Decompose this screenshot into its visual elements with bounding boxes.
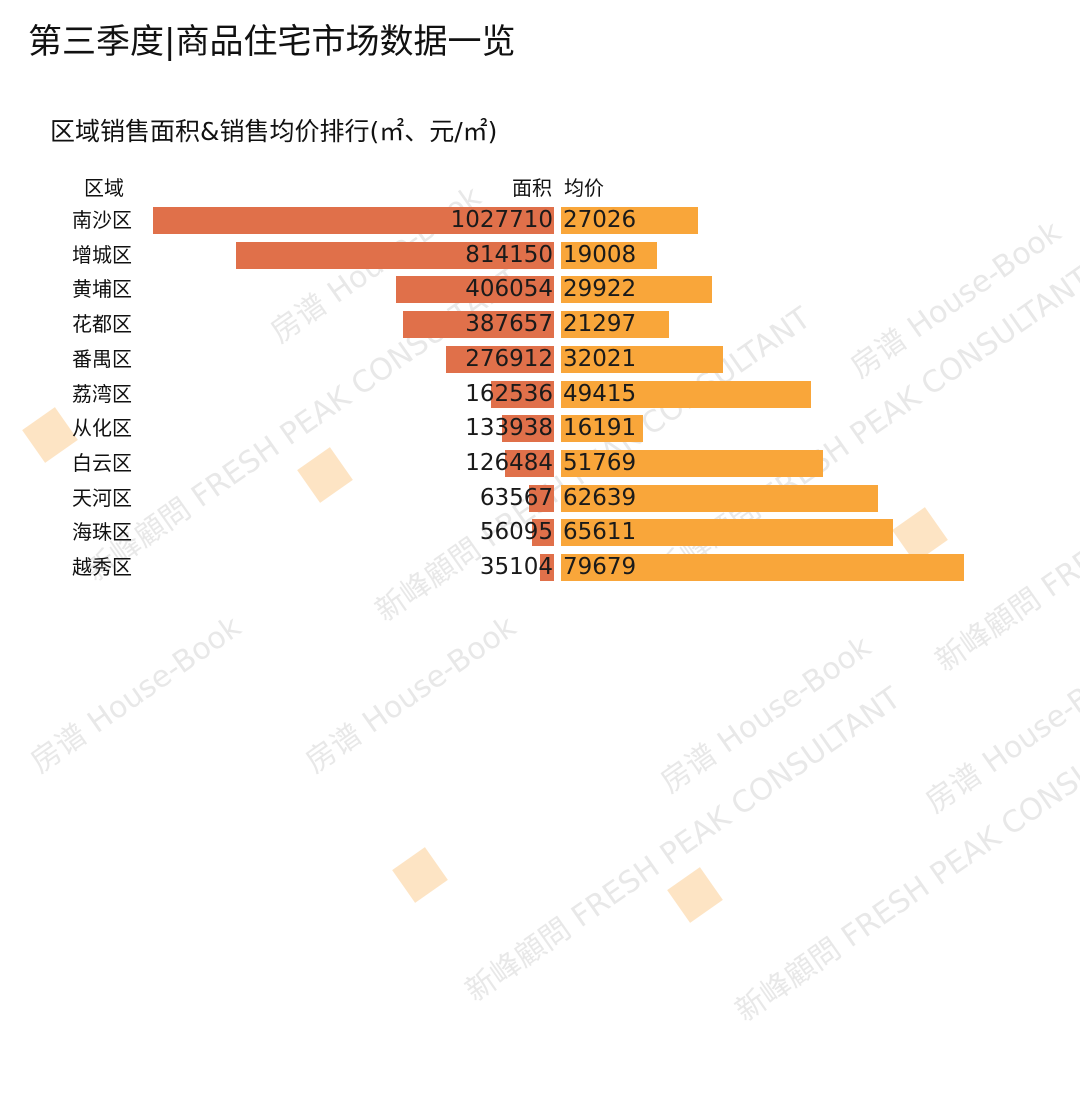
price-bar <box>561 345 723 373</box>
area-value: 63567 <box>479 484 553 511</box>
price-value: 51769 <box>563 449 637 476</box>
area-bar <box>490 380 554 408</box>
price-value: 21297 <box>563 311 637 338</box>
price-value: 27026 <box>563 207 637 233</box>
price-bar <box>561 519 893 547</box>
area-value: 406054 <box>465 276 553 303</box>
region-label: 花都区 <box>72 312 132 337</box>
area-value: 56095 <box>479 519 553 546</box>
price-value: 49415 <box>563 380 637 407</box>
column-header-price: 均价 <box>564 176 604 200</box>
page-title: 第三季度|商品住宅市场数据一览 <box>28 22 516 62</box>
butterfly-bar-chart: 区域 面积 均价 南沙区 1027710 27026 增城区 814150 19008 黄埔… <box>0 170 1080 590</box>
price-value: 29922 <box>563 276 637 303</box>
table-row: 荔湾区 162536 49415 <box>0 379 1080 409</box>
watermark-fresh-peak: 新峰顧問 FRESH PEAK CONSULTANT <box>729 700 1080 1030</box>
price-value: 62639 <box>563 484 637 511</box>
watermark-house-book: 房谱 House-Book <box>299 609 523 781</box>
table-row: 黄埔区 406054 29922 <box>0 274 1080 304</box>
price-bar <box>561 276 713 304</box>
area-value: 387657 <box>465 311 553 338</box>
table-row: 南沙区 1027710 27026 <box>0 205 1080 235</box>
watermark-fresh-peak: 新峰顧問 FRESH PEAK CONSULTANT <box>459 680 908 1010</box>
region-label: 荔湾区 <box>72 381 132 406</box>
region-label: 番禺区 <box>72 346 132 371</box>
price-bar <box>561 449 823 477</box>
table-row: 从化区 133938 16191 <box>0 413 1080 443</box>
column-header-region: 区域 <box>84 176 124 200</box>
watermark-logo-icon <box>392 847 448 903</box>
area-bar <box>532 519 554 547</box>
area-value: 276912 <box>465 345 553 372</box>
price-bar <box>561 484 878 512</box>
watermark-house-book: 房谱 House-Book <box>24 609 248 781</box>
price-bar <box>561 554 964 581</box>
area-value: 35104 <box>479 554 553 580</box>
watermark-house-book: 房谱 House-Book <box>654 629 878 801</box>
table-row: 番禺区 276912 32021 <box>0 344 1080 374</box>
price-value: 65611 <box>563 519 637 546</box>
area-value: 814150 <box>465 241 553 268</box>
region-label: 天河区 <box>72 485 132 510</box>
price-bar <box>561 241 658 269</box>
area-bar <box>504 449 554 477</box>
table-row: 增城区 814150 19008 <box>0 240 1080 270</box>
region-label: 黄埔区 <box>72 277 132 302</box>
area-bar <box>445 345 554 373</box>
column-header-area: 面积 <box>512 176 552 200</box>
area-value: 1027710 <box>450 207 553 233</box>
price-value: 16191 <box>563 415 637 442</box>
price-value: 79679 <box>563 554 637 580</box>
region-label: 增城区 <box>72 242 132 267</box>
area-bar <box>540 554 554 581</box>
price-bar <box>561 311 669 339</box>
watermark-house-book: 房谱 House-Book <box>919 649 1080 821</box>
price-value: 32021 <box>563 345 637 372</box>
area-value: 126484 <box>465 449 553 476</box>
price-value: 19008 <box>563 241 637 268</box>
area-bar <box>153 207 554 234</box>
region-label: 越秀区 <box>72 555 132 579</box>
region-label: 从化区 <box>72 416 132 441</box>
area-bar <box>529 484 554 512</box>
watermark-logo-icon <box>667 867 723 923</box>
area-bar <box>402 311 554 339</box>
area-value: 162536 <box>465 380 553 407</box>
area-bar <box>501 415 554 443</box>
price-bar <box>561 415 643 443</box>
table-row: 天河区 63567 62639 <box>0 483 1080 513</box>
area-value: 133938 <box>465 415 553 442</box>
region-label: 南沙区 <box>72 208 132 232</box>
area-bar <box>395 276 554 304</box>
table-row: 海珠区 56095 65611 <box>0 517 1080 547</box>
table-row: 花都区 387657 21297 <box>0 309 1080 339</box>
table-row: 越秀区 35104 79679 <box>0 552 1080 582</box>
region-label: 海珠区 <box>72 520 132 545</box>
price-bar <box>561 380 811 408</box>
area-bar <box>236 241 554 269</box>
price-bar <box>561 207 698 234</box>
table-row: 白云区 126484 51769 <box>0 448 1080 478</box>
chart-subtitle: 区域销售面积&销售均价排行(㎡、元/㎡) <box>50 117 498 146</box>
region-label: 白云区 <box>72 450 132 475</box>
